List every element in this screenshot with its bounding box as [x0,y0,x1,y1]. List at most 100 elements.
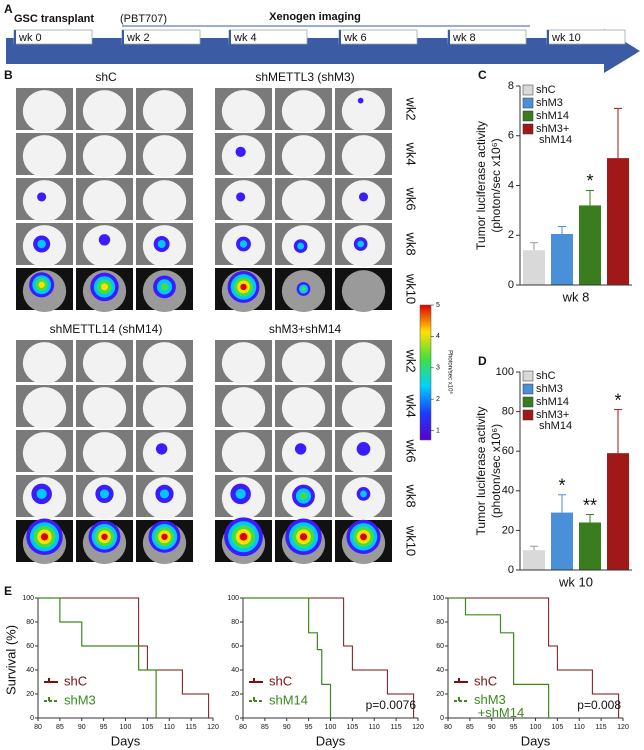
y-tick-label: 40 [436,667,444,674]
legend-swatch [522,383,534,395]
y-tick-label: 100 [227,595,239,602]
significance: ** [583,495,597,515]
signal-blob [299,492,308,500]
y-axis-label: (photon/sec x10⁶) [489,424,503,518]
bar [579,205,601,285]
x-tick-label: 80 [34,724,42,731]
legend-swatch [522,123,534,135]
panel-label: A [4,2,13,16]
row-label: wk2 [404,348,419,372]
y-tick-label: 80 [436,619,444,626]
mouse-head [22,432,67,475]
mouse-head [341,135,386,178]
y-tick-label: 60 [26,643,34,650]
x-axis-label: Days [316,733,346,748]
y-tick-label: 0 [440,715,444,722]
y-tick-label: 60 [231,643,239,650]
panel-label: C [478,68,487,82]
legend-label: shM14 [269,692,308,707]
y-tick-label: 60 [436,643,444,650]
signal-blob [37,192,47,202]
legend-label: shM3 [536,97,563,109]
signal-blob [160,283,169,291]
legend-label: shM3 +shM14 [474,692,524,720]
legend-swatch [522,84,534,96]
mouse-head [341,270,386,313]
x-axis-label: wk 8 [562,289,590,304]
y-tick-label: 0 [508,279,514,291]
signal-blob [159,489,170,499]
y-tick-label: 20 [502,524,514,536]
legend-label: shM3+ shM14 [536,409,572,432]
panel-label: E [4,584,12,598]
legend-label: shC [269,673,292,688]
p-value: p=0.0076 [366,698,417,712]
signal-blob [360,490,367,498]
y-axis-label: Tumor luciferase activity [474,121,488,250]
x-tick-label: 85 [466,724,474,731]
mouse-head [22,387,67,430]
legend-label: shM14 [536,396,569,408]
y-axis-label: Survival (%) [3,625,18,695]
mouse-head [221,387,266,430]
mouse-head [341,90,386,133]
signal-blob [239,240,248,248]
mouse-head [82,90,127,133]
signal-blob [299,533,308,541]
signal-blob [38,281,45,288]
x-tick-label: 90 [488,724,496,731]
signal-blob [235,146,246,158]
legend-label: shM14 [536,110,569,122]
mouse-head [82,387,127,430]
x-tick-label: 110 [574,724,585,731]
x-axis-label: Days [111,733,141,748]
mouse-head [341,387,386,430]
y-tick-label: 0 [508,564,514,576]
y-tick-label: 100 [432,595,444,602]
row-label: wk6 [404,438,419,462]
mouse-head [22,342,67,385]
legend-label: shC [536,84,556,96]
y-tick-label: 20 [26,691,34,698]
y-tick-label: 20 [436,691,444,698]
x-tick-label: 120 [617,724,629,731]
panel-label: D [478,354,487,368]
signal-blob [294,443,307,455]
mouse-head [142,135,187,178]
mouse-head [221,180,266,223]
legend-swatch [522,110,534,122]
y-tick-label: 80 [231,619,239,626]
y-tick-label: 0 [235,715,239,722]
mouse-head [281,180,326,223]
colorbar-tick-label: 3 [436,365,440,372]
signal-blob [358,192,369,202]
mouse-head [221,90,266,133]
y-tick-label: 100 [22,595,34,602]
x-tick-label: 90 [283,724,291,731]
signal-blob [37,239,46,249]
x-tick-label: 95 [510,724,518,731]
signal-blob [36,488,47,500]
row-label: wk4 [404,141,419,165]
x-axis-label: wk 10 [558,574,593,589]
signal-blob [235,488,246,500]
colorbar [419,304,432,441]
week-label: wk 0 [18,32,42,44]
x-axis-label: Days [521,733,551,748]
bar [523,250,545,285]
y-tick-label: 40 [502,485,514,497]
legend-label: shM3 [64,692,96,707]
week-label: wk 4 [233,32,257,44]
row-label: wk8 [404,231,419,255]
signal-blob [99,489,110,499]
bar [551,234,573,285]
row-label: wk10 [404,525,419,556]
mouse-head [341,342,386,385]
signal-blob [357,240,365,248]
row-label: wk6 [404,186,419,210]
y-tick-label: 80 [502,406,514,418]
colorbar-tick-label: 5 [436,302,440,309]
legend-swatch [522,396,534,408]
mouse-head [221,432,266,475]
